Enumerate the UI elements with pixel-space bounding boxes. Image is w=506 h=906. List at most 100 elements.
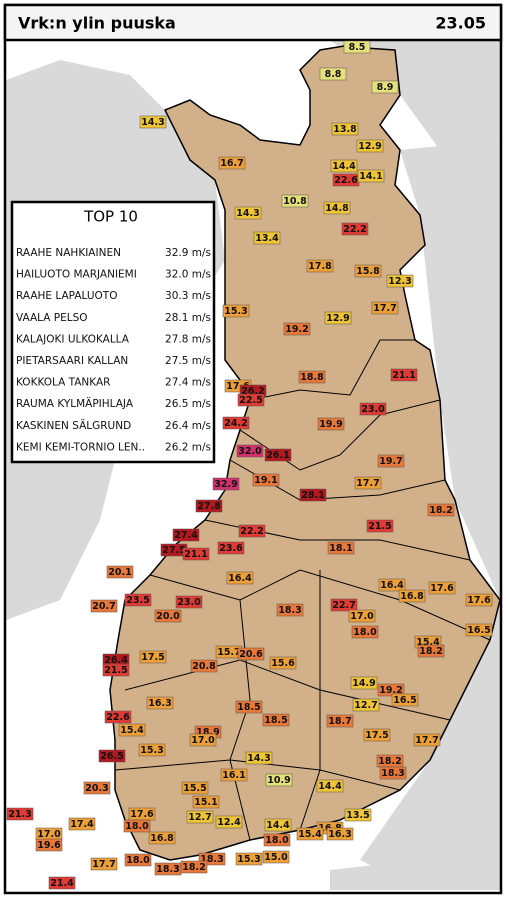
station-badge (366, 519, 394, 533)
station-gust: 14.4 (318, 781, 342, 792)
station-gust: 12.7 (354, 700, 377, 711)
station-gust: 27.4 (174, 530, 198, 541)
station-badge (237, 647, 265, 661)
station-badge (252, 473, 280, 487)
station-gust: 21.1 (392, 370, 415, 381)
station-gust: 20.0 (156, 611, 180, 622)
station-gust: 22.2 (343, 224, 366, 235)
station-name: KEMI KEMI-TORNIO LEN.. (16, 441, 145, 453)
station-gust: 17.6 (430, 583, 454, 594)
station-gust: 18.8 (300, 372, 324, 383)
station-badge (323, 201, 351, 215)
station-gust: 32.9 (214, 479, 237, 490)
station-gust: 19.6 (37, 840, 61, 851)
station-gust: 22.2 (240, 526, 263, 537)
station-gust: 10.8 (283, 196, 307, 207)
station-gust: 18.0 (125, 821, 149, 832)
gust-value: 26.5 m/s (165, 398, 211, 410)
station-badge (182, 547, 210, 561)
station-gust: 26.4 (104, 655, 128, 666)
station-badge (138, 743, 166, 757)
station-badge (386, 274, 414, 288)
station-gust: 18.2 (419, 646, 442, 657)
station-badge (48, 876, 76, 890)
station-badge (351, 625, 379, 639)
station-badge (377, 454, 405, 468)
station-badge (215, 815, 243, 829)
station-gust: 18.2 (182, 862, 205, 873)
station-badge (212, 477, 240, 491)
station-gust: 14.3 (141, 117, 164, 128)
station-gust: 17.0 (191, 735, 215, 746)
station-gust: 17.6 (467, 595, 491, 606)
station-gust: 15.4 (416, 637, 440, 648)
station-badge (264, 818, 292, 832)
station-name: HAILUOTO MARJANIEMI (16, 269, 137, 281)
station-badge (220, 768, 248, 782)
station-badge (344, 808, 372, 822)
station-gust: 16.1 (222, 770, 245, 781)
station-badge (68, 817, 96, 831)
gust-value: 27.8 m/s (165, 333, 211, 345)
station-gust: 15.3 (224, 306, 247, 317)
station-badge (124, 593, 152, 607)
gust-value: 26.2 m/s (165, 441, 211, 453)
station-gust: 16.3 (148, 698, 171, 709)
station-gust: 18.2 (429, 505, 452, 516)
station-gust: 17.7 (373, 303, 396, 314)
station-badge (148, 831, 176, 845)
station-badge (330, 598, 358, 612)
station-gust: 18.2 (378, 756, 401, 767)
station-gust: 20.3 (85, 783, 108, 794)
station-name: RAAHE NAHKIAINEN (16, 247, 121, 259)
station-gust: 18.0 (353, 627, 377, 638)
station-badge (356, 139, 384, 153)
station-badge (146, 696, 174, 710)
station-badge (371, 301, 399, 315)
gust-value: 26.4 m/s (165, 420, 211, 432)
station-gust: 14.4 (332, 161, 356, 172)
station-gust: 32.0 (238, 446, 262, 457)
station-badge (378, 578, 406, 592)
station-badge (327, 541, 355, 555)
station-badge (264, 448, 292, 462)
station-badge (235, 700, 263, 714)
top10-box (10, 200, 216, 464)
station-gust: 18.7 (328, 716, 351, 727)
station-gust: 16.4 (228, 573, 252, 584)
station-badge (235, 852, 263, 866)
station-badge (390, 368, 418, 382)
station-gust: 26.2 (241, 386, 264, 397)
station-badge (186, 810, 214, 824)
station-badge (104, 710, 132, 724)
station-badge (359, 402, 387, 416)
station-badge (316, 779, 344, 793)
station-badge (263, 833, 291, 847)
station-badge (377, 683, 405, 697)
station-gust: 26.5 (100, 751, 123, 762)
station-badge (253, 231, 281, 245)
station-gust: 21.5 (368, 521, 391, 532)
station-badge (83, 781, 111, 795)
station-badge (354, 264, 382, 278)
station-gust: 15.3 (140, 745, 163, 756)
station-badge (306, 259, 334, 273)
station-gust: 18.5 (264, 715, 287, 726)
station-badge (428, 581, 456, 595)
station-badge (175, 595, 203, 609)
station-badge (124, 853, 152, 867)
station-badge (226, 571, 254, 585)
gust-value: 28.1 m/s (165, 312, 211, 324)
station-badge (417, 644, 445, 658)
station-gust: 14.3 (247, 753, 270, 764)
gust-value: 30.3 m/s (165, 290, 211, 302)
station-gust: 13.5 (346, 810, 369, 821)
station-gust: 27.5 (162, 545, 185, 556)
station-badge (245, 751, 273, 765)
station-badge (296, 827, 324, 841)
station-gust: 23.6 (219, 543, 243, 554)
station-gust: 10.9 (267, 775, 290, 786)
station-badge (352, 698, 380, 712)
station-gust: 18.9 (196, 727, 219, 738)
station-badge (189, 733, 217, 747)
